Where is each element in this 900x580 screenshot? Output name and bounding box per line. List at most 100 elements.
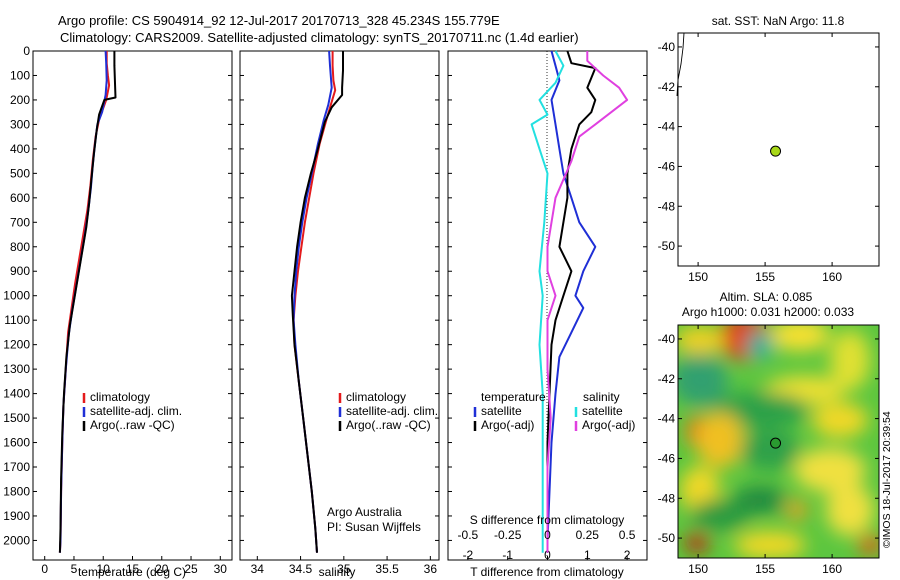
salinity-axis-ticks: 34 34.5 35 35.5 36 (251, 556, 438, 576)
legend-label: Argo(..raw -QC) (90, 418, 175, 432)
title-line-2: Climatology: CARS2009. Satellite-adjuste… (60, 30, 579, 45)
depth-tick-label: 700 (10, 215, 30, 229)
s-difference-tick-label: -0.5 (458, 528, 479, 542)
temperature-axis-label: temperature (deg C) (78, 565, 186, 579)
difference-tick-label: 0 (544, 548, 551, 562)
t-difference-label: T difference from climatology (470, 565, 624, 579)
lon-tick-label: 150 (688, 562, 708, 576)
sst-argo-position (770, 145, 782, 157)
sst-map-title: sat. SST: NaN Argo: 11.8 (712, 14, 845, 28)
sst-map-ticks: -40 -42 -44 -46 -48 -50 150 155 160 (658, 33, 879, 284)
sla-heatmap (678, 325, 879, 558)
lat-tick-label: -44 (658, 412, 676, 426)
salinity-tick-label: 35 (337, 562, 351, 576)
lat-tick-label: -48 (658, 199, 676, 213)
difference-tick-label: -1 (502, 548, 513, 562)
depth-tick-label: 400 (10, 142, 30, 156)
lat-tick-label: -46 (658, 159, 676, 173)
s-difference-tick-label: 0 (544, 528, 551, 542)
s-difference-tick-label: -0.25 (494, 528, 522, 542)
salinity-depth-ticks (240, 50, 439, 541)
lon-tick-label: 160 (822, 270, 842, 284)
salinity-tick-label: 34 (251, 562, 265, 576)
sla-argo-position (770, 437, 782, 449)
depth-tick-label: 900 (10, 264, 30, 278)
difference-legend: temperature salinitysatelliteArgo(-adj)sa… (473, 390, 635, 432)
depth-tick-label: 800 (10, 240, 30, 254)
sla-map-frame (677, 324, 880, 559)
temperature-panel: 0100200300400500600700800900100011001200… (3, 44, 233, 579)
temperature-tick-label: 25 (184, 562, 198, 576)
difference-profiles (530, 50, 629, 553)
sla-map-panel: Altim. SLA: 0.085 Argo h1000: 0.031 h200… (658, 290, 880, 576)
depth-tick-label: 500 (10, 166, 30, 180)
salinity-tick-label: 35.5 (375, 562, 399, 576)
temperature-plot-frame (32, 50, 233, 561)
legend-label: Argo(-adj) (481, 418, 534, 432)
legend-label: climatology (346, 390, 406, 404)
lat-tick-label: -44 (658, 120, 676, 134)
title-line-1: Argo profile: CS 5904914_92 12-Jul-2017 … (58, 13, 500, 28)
salinity-axis-label: salinity (319, 565, 356, 579)
legend-label: satellite (481, 404, 522, 418)
legend-label: climatology (90, 390, 150, 404)
series-line-salinity-satellite (530, 50, 565, 553)
lon-tick-label: 155 (755, 270, 775, 284)
lat-tick-label: -42 (658, 80, 676, 94)
lon-tick-label: 160 (822, 562, 842, 576)
coastline-outline (676, 32, 685, 97)
s-difference-tick-label: 0.25 (576, 528, 600, 542)
lat-tick-label: -48 (658, 491, 676, 505)
lat-tick-label: -40 (658, 332, 676, 346)
temperature-tick-label: 30 (214, 562, 228, 576)
s-difference-tick-labels: -0.5 -0.25 0 0.25 0.5 (458, 528, 636, 542)
lat-tick-label: -42 (658, 372, 676, 386)
legend-title-temperature: temperature (481, 390, 546, 404)
s-difference-tick-label: 0.5 (619, 528, 636, 542)
depth-tick-label: 1800 (3, 484, 30, 498)
salinity-tick-label: 34.5 (289, 562, 313, 576)
credit-line-2: PI: Susan Wijffels (327, 520, 421, 534)
depth-tick-label: 200 (10, 93, 30, 107)
legend-title-salinity: salinity (583, 390, 620, 404)
depth-tick-label: 1400 (3, 387, 30, 401)
salinity-profiles (290, 50, 344, 553)
lon-tick-label: 155 (755, 562, 775, 576)
series-line-argo-raw-qc- (58, 51, 117, 553)
salinity-tick-label: 36 (424, 562, 438, 576)
lat-tick-label: -50 (658, 531, 676, 545)
lat-tick-label: -40 (658, 40, 676, 54)
temperature-profiles (58, 50, 117, 553)
lat-tick-label: -50 (658, 239, 676, 253)
depth-tick-label: 1900 (3, 509, 30, 523)
temperature-tick-label: 10 (97, 562, 111, 576)
legend-label: satellite-adj. clim. (90, 404, 182, 418)
difference-panel: -2 -1 0 1 2 temperature salinitysatelliteArgo… (447, 50, 648, 579)
depth-tick-label: 600 (10, 191, 30, 205)
s-difference-label: S difference from climatology (470, 513, 625, 527)
depth-tick-label: 1200 (3, 338, 30, 352)
salinity-plot-frame (239, 50, 440, 561)
depth-tick-label: 1700 (3, 460, 30, 474)
depth-axis-ticks: 0 100 200 300 400 500 600 700 800 900 1000 1100 1200… (3, 44, 232, 547)
legend-label: satellite-adj. clim. (346, 404, 438, 418)
depth-tick-label: 1300 (3, 362, 30, 376)
series-line-salinity-argo-adj- (546, 51, 629, 553)
series-line-temperature-argo-adj- (546, 50, 597, 553)
temperature-axis-ticks: 0 5 10 15 20 25 30 (41, 556, 227, 576)
depth-tick-label: 0 (23, 44, 30, 58)
temperature-tick-label: 0 (41, 562, 48, 576)
depth-tick-label: 1500 (3, 411, 30, 425)
depth-tick-label: 1100 (4, 313, 30, 327)
series-line-temperature-satellite (546, 50, 597, 553)
lon-tick-label: 150 (688, 270, 708, 284)
temperature-tick-label: 20 (155, 562, 169, 576)
legend-label: Argo(..raw -QC) (346, 418, 431, 432)
credit-line-1: Argo Australia (327, 505, 402, 519)
argo-position-marker (770, 437, 782, 449)
depth-tick-label: 1600 (3, 436, 30, 450)
sst-map-panel: sat. SST: NaN Argo: 11.8 -40 -42 -44 -46 -48… (658, 14, 880, 284)
difference-depth-ticks (448, 50, 647, 541)
